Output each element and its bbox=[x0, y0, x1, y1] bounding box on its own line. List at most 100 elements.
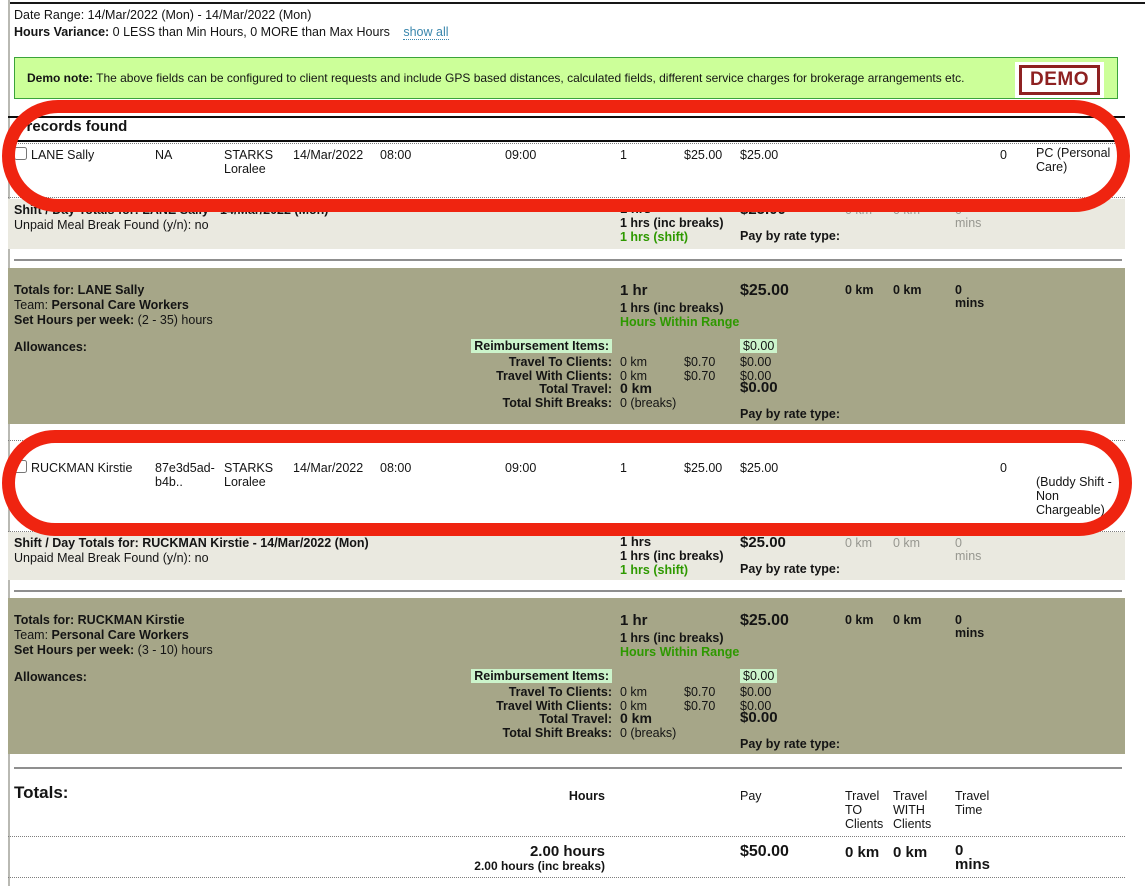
totals-travel-with: 0 km bbox=[893, 613, 922, 627]
record-date: 14/Mar/2022 bbox=[293, 461, 364, 475]
shift-hours-shift: 1 hrs (shift) bbox=[620, 563, 689, 577]
team-label: Team: bbox=[14, 628, 49, 642]
grand-total-travel-to: 0 km bbox=[845, 844, 880, 861]
grand-total-travel-time: 0 bbox=[955, 842, 964, 859]
shift-hours-inc: 1 hrs (inc breaks) bbox=[620, 549, 724, 563]
team-value: Personal Care Workers bbox=[51, 628, 189, 642]
employee-totals-title: Totals for: LANE Sally bbox=[14, 283, 145, 297]
shift-breaks-label: Total Shift Breaks: bbox=[502, 396, 612, 410]
record-ref: NA bbox=[155, 148, 173, 162]
team-value: Personal Care Workers bbox=[51, 298, 189, 312]
row-divider bbox=[8, 143, 1125, 144]
reimbursement-items-total: $0.00 bbox=[740, 339, 778, 353]
shift-travel-to: 0 km bbox=[845, 536, 873, 550]
grand-total-pay: $50.00 bbox=[740, 843, 789, 860]
section-divider bbox=[14, 767, 1122, 769]
record-end-time: 09:00 bbox=[505, 461, 537, 475]
shift-totals-title: Shift / Day Totals for: LANE Sally - 14/… bbox=[14, 203, 329, 217]
grand-total-travel-with: 0 km bbox=[893, 844, 928, 861]
pay-column-header: Pay bbox=[740, 789, 762, 803]
record-qty: 1 bbox=[620, 148, 627, 162]
shift-pay: $25.00 bbox=[740, 201, 786, 218]
allowances-label: Allowances: bbox=[14, 340, 87, 354]
record-name: RUCKMAN Kirstie bbox=[31, 461, 133, 475]
travel-with-clients-label: Travel With Clients: bbox=[496, 699, 612, 713]
set-hours-label: Set Hours per week: bbox=[14, 643, 135, 657]
demo-stamp: DEMO bbox=[1015, 62, 1104, 98]
total-travel-amount: $0.00 bbox=[740, 709, 778, 726]
shift-travel-to: 0 km bbox=[845, 203, 873, 217]
pay-by-rate-label: Pay by rate type: bbox=[740, 562, 841, 576]
grand-total-hours: 2.00 hours bbox=[529, 843, 605, 860]
travel-with-clients-km: 0 km bbox=[620, 699, 648, 713]
travel-with-clients-amount: $0.00 bbox=[740, 699, 772, 713]
totals-hours-inc: 1 hrs (inc breaks) bbox=[620, 631, 724, 645]
date-range-line: Date Range: 14/Mar/2022 (Mon) - 14/Mar/2… bbox=[14, 8, 311, 22]
record-ref: 87e3d5ad-b4b.. bbox=[155, 461, 215, 489]
totals-travel-time: 0 bbox=[955, 283, 962, 297]
shift-totals-row bbox=[8, 532, 1125, 580]
shift-totals-title: Shift / Day Totals for: RUCKMAN Kirstie … bbox=[14, 536, 369, 550]
employee-totals-title: Totals for: RUCKMAN Kirstie bbox=[14, 613, 185, 627]
totals-travel-with: 0 km bbox=[893, 283, 922, 297]
travel-with-clients-rate: $0.70 bbox=[684, 699, 716, 713]
record-checkbox[interactable] bbox=[14, 147, 27, 160]
hours-range-status: Hours Within Range bbox=[620, 645, 740, 659]
hours-variance-line: Hours Variance: 0 LESS than Min Hours, 0… bbox=[14, 25, 449, 40]
travel-with-clients-rate: $0.70 bbox=[684, 369, 716, 383]
travel-to-clients-amount: $0.00 bbox=[740, 355, 772, 369]
grand-totals-title: Totals: bbox=[14, 783, 69, 802]
reimbursement-items-total: $0.00 bbox=[740, 669, 778, 683]
section-divider bbox=[14, 259, 1122, 261]
record-amount: $25.00 bbox=[740, 148, 779, 162]
travel-with-clients-label: Travel With Clients: bbox=[496, 369, 612, 383]
hours-variance-value: 0 LESS than Min Hours, 0 MORE than Max H… bbox=[112, 25, 390, 39]
team-line: Team: Personal Care Workers bbox=[14, 298, 189, 312]
record-date: 14/Mar/2022 bbox=[293, 148, 364, 162]
hours-column-header: Hours bbox=[568, 789, 605, 803]
shift-hours: 1 hrs bbox=[620, 534, 652, 549]
record-checkbox[interactable] bbox=[14, 460, 27, 473]
totals-hours: 1 hr bbox=[620, 612, 648, 629]
travel-to-clients-label: Travel To Clients: bbox=[508, 685, 612, 699]
pay-by-rate-label: Pay by rate type: bbox=[740, 229, 841, 243]
totals-travel-time-unit: mins bbox=[955, 626, 985, 640]
table-header-divider bbox=[8, 140, 1125, 142]
section-divider bbox=[14, 590, 1122, 592]
travel-to-clients-rate: $0.70 bbox=[684, 685, 716, 699]
record-flag: 0 bbox=[1000, 148, 1007, 162]
record-end-time: 09:00 bbox=[505, 148, 537, 162]
demo-note-body: The above fields can be configured to cl… bbox=[96, 71, 965, 85]
totals-travel-time: 0 bbox=[955, 613, 962, 627]
travel-to-clients-label: Travel To Clients: bbox=[508, 355, 612, 369]
shift-travel-time: 0 bbox=[955, 203, 962, 217]
grand-total-travel-time-unit: mins bbox=[955, 856, 991, 873]
shift-travel-with: 0 km bbox=[893, 536, 921, 550]
team-line: Team: Personal Care Workers bbox=[14, 628, 189, 642]
totals-travel-to: 0 km bbox=[845, 613, 874, 627]
set-hours-line: Set Hours per week: (2 - 35) hours bbox=[14, 313, 213, 327]
record-rate: $25.00 bbox=[684, 148, 723, 162]
page-top-divider bbox=[8, 2, 1145, 4]
shift-travel-time: 0 bbox=[955, 536, 962, 550]
totals-pay: $25.00 bbox=[740, 612, 789, 629]
shift-travel-with: 0 km bbox=[893, 203, 921, 217]
shift-hours: 1 hrs bbox=[620, 201, 652, 216]
totals-travel-to: 0 km bbox=[845, 283, 874, 297]
set-hours-line: Set Hours per week: (3 - 10) hours bbox=[14, 643, 213, 657]
totals-pay: $25.00 bbox=[740, 282, 789, 299]
reimbursement-items-label: Reimbursement Items: bbox=[440, 339, 612, 353]
set-hours-value: (3 - 10) hours bbox=[137, 643, 213, 657]
records-found-header: 2 records found bbox=[14, 118, 128, 135]
travel-to-clients-km: 0 km bbox=[620, 355, 648, 369]
travel-time-column-header: Travel Time bbox=[955, 789, 990, 817]
row-divider bbox=[8, 836, 1125, 837]
pay-by-rate-label: Pay by rate type: bbox=[740, 407, 841, 421]
shift-travel-time-unit: mins bbox=[955, 216, 982, 230]
record-flag: 0 bbox=[1000, 461, 1007, 475]
set-hours-value: (2 - 35) hours bbox=[137, 313, 213, 327]
total-travel-km: 0 km bbox=[620, 380, 652, 396]
date-range-label: Date Range: bbox=[14, 8, 85, 22]
show-all-link[interactable]: show all bbox=[403, 25, 449, 40]
